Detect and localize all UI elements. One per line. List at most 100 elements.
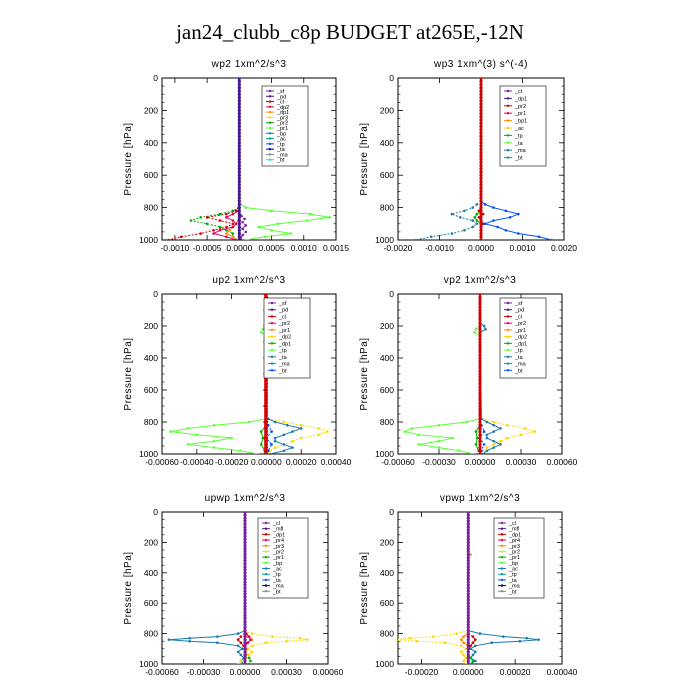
data-point [189, 219, 193, 222]
legend-label: _sf [276, 89, 285, 95]
data-point [236, 632, 240, 635]
legend-label: _bt [278, 368, 287, 374]
legend-marker [270, 362, 274, 365]
y-tick-label: 1000 [375, 235, 394, 245]
legend-label: _bp [272, 561, 282, 567]
x-tick-label: 0.00060 [313, 667, 344, 677]
data-point [231, 209, 235, 213]
zero-profile-marker [466, 619, 470, 624]
series-line-pr1 [170, 325, 267, 454]
legend-label: _cl [508, 521, 516, 527]
zero-profile-marker [479, 86, 483, 90]
zero-profile-marker [466, 610, 470, 614]
zero-profile-marker [237, 118, 241, 122]
data-point [459, 650, 463, 654]
zero-profile-marker [478, 452, 482, 454]
zero-profile-marker [479, 112, 483, 116]
y-tick-label: 400 [144, 138, 158, 148]
legend-label: _pr2 [514, 321, 526, 327]
data-point [169, 430, 172, 433]
zero-profile-marker [466, 650, 470, 654]
zero-profile-marker [237, 163, 241, 168]
zero-profile-marker [466, 589, 470, 593]
zero-profile-marker [243, 580, 247, 584]
legend-label: _ta [278, 355, 288, 361]
data-point [481, 452, 485, 454]
zero-profile-marker [466, 607, 470, 611]
data-point [326, 430, 329, 433]
y-tick-label: 600 [144, 598, 158, 608]
data-point [317, 433, 320, 437]
data-point [443, 641, 447, 645]
data-point [299, 436, 303, 440]
data-point [475, 436, 479, 440]
zero-profile-marker [243, 610, 247, 614]
legend-marker [264, 555, 268, 559]
zero-profile-marker [466, 647, 470, 651]
zero-profile-marker [243, 516, 247, 520]
data-point [257, 225, 260, 229]
x-tick-label: 0.00030 [506, 457, 537, 467]
legend-label: _bt [514, 156, 523, 162]
zero-profile-marker [466, 604, 470, 608]
data-point [465, 420, 468, 424]
zero-profile-marker [237, 235, 241, 239]
zero-profile-marker [237, 112, 241, 116]
data-point [492, 430, 495, 433]
zero-profile-marker [466, 595, 470, 599]
y-tick-label: 800 [380, 417, 394, 427]
zero-profile-marker [479, 118, 483, 122]
zero-profile-marker [237, 215, 241, 219]
data-point [244, 230, 248, 234]
zero-profile-marker [478, 382, 482, 386]
y-axis-label: Pressure [hPa] [359, 551, 370, 624]
legend-label: _pr4 [508, 538, 520, 544]
data-point [244, 238, 248, 240]
zero-profile-marker [479, 183, 483, 187]
data-point [431, 635, 435, 638]
zero-profile-marker [478, 353, 482, 357]
panel-title: wp3 1xm^(3) s^(-4) [433, 59, 528, 70]
zero-profile-marker [243, 537, 247, 541]
zero-profile-marker [478, 366, 482, 370]
legend-marker [506, 97, 510, 100]
legend-label: _pr1 [514, 111, 526, 117]
zero-profile-marker [243, 534, 247, 538]
zero-profile-marker [479, 196, 483, 200]
y-axis-label: Pressure [hPa] [123, 337, 134, 410]
series-line-tp [479, 322, 502, 454]
data-point [328, 216, 331, 219]
data-point [299, 423, 303, 427]
y-tick-label: 600 [144, 170, 158, 180]
x-tick-label: 0.00060 [547, 457, 578, 467]
zero-profile-marker [237, 222, 241, 226]
x-tick-label: -0.0020 [384, 243, 413, 253]
y-tick-label: 800 [380, 629, 394, 639]
zero-profile-marker [237, 193, 241, 197]
data-point [484, 327, 487, 331]
zero-profile-marker [478, 369, 482, 373]
x-tick-label: -0.00040 [180, 457, 214, 467]
data-point [273, 436, 277, 440]
zero-profile-marker [264, 420, 268, 424]
legend-marker [270, 355, 274, 359]
zero-profile-marker [466, 662, 470, 664]
data-point [231, 219, 235, 222]
zero-profile-marker [264, 439, 268, 443]
data-point [485, 436, 489, 440]
data-point [474, 430, 478, 433]
data-point [186, 443, 190, 446]
zero-profile-marker [466, 577, 470, 581]
data-point [247, 653, 251, 657]
data-point [537, 235, 541, 239]
zero-profile-marker [478, 334, 482, 338]
zero-profile-marker [466, 559, 470, 563]
legend-label: _ac [276, 137, 286, 143]
zero-profile-marker [478, 314, 482, 318]
zero-profile-marker [466, 568, 470, 572]
legend-marker [500, 561, 504, 565]
data-point [250, 632, 254, 635]
zero-profile-marker [237, 189, 241, 193]
data-point [459, 644, 463, 648]
zero-profile-marker [478, 439, 482, 443]
